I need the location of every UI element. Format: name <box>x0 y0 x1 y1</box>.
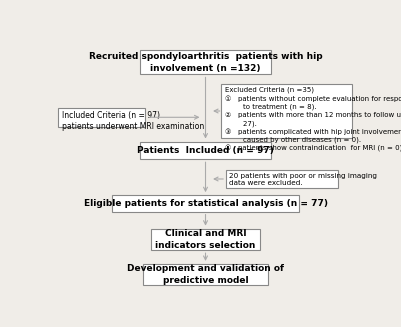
Text: Eligible patients for statistical analysis (n = 77): Eligible patients for statistical analys… <box>83 199 328 208</box>
Text: Recruited spondyloarthritis  patients with hip
involvement (n =132): Recruited spondyloarthritis patients wit… <box>89 52 322 73</box>
Text: Patients  Included (n = 97): Patients Included (n = 97) <box>137 146 274 155</box>
FancyBboxPatch shape <box>221 84 352 138</box>
FancyBboxPatch shape <box>226 169 338 188</box>
Text: Development and validation of
predictive model: Development and validation of predictive… <box>127 265 284 285</box>
FancyBboxPatch shape <box>144 264 268 285</box>
FancyBboxPatch shape <box>151 229 260 250</box>
Text: 20 patients with poor or missing imaging
data were excluded.: 20 patients with poor or missing imaging… <box>229 173 377 186</box>
FancyBboxPatch shape <box>112 195 299 212</box>
FancyBboxPatch shape <box>140 142 271 159</box>
Text: Included Criteria (n = 97)
patients underwent MRI examination: Included Criteria (n = 97) patients unde… <box>62 111 204 131</box>
FancyBboxPatch shape <box>58 108 145 127</box>
Text: Clinical and MRI
indicators selection: Clinical and MRI indicators selection <box>155 229 256 250</box>
Text: Excluded Criteria (n =35)
①   patients without complete evaluation for response
: Excluded Criteria (n =35) ① patients wit… <box>225 87 401 152</box>
FancyBboxPatch shape <box>140 50 271 74</box>
